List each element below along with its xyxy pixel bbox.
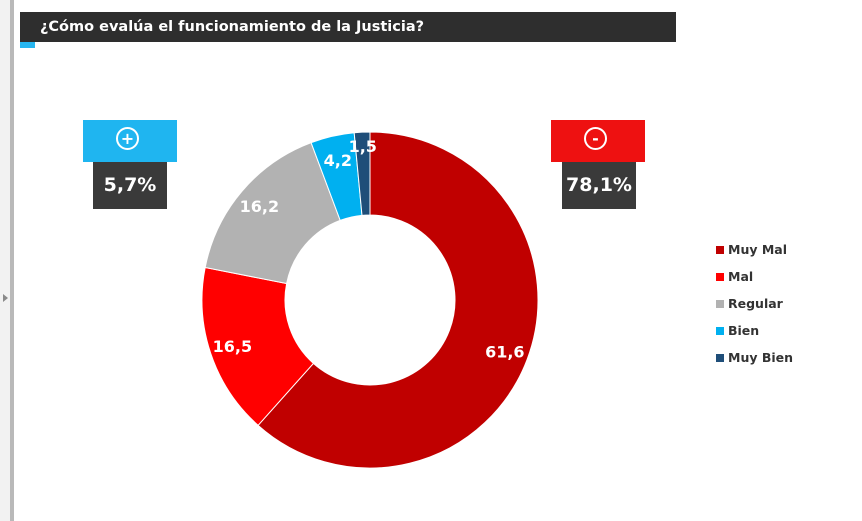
plus-icon: + [116,127,139,150]
expand-arrow-icon[interactable] [3,294,8,302]
legend-label: Regular [728,296,783,311]
legend-swatch [716,299,724,308]
legend-label: Mal [728,269,754,284]
minus-symbol: - [592,128,599,148]
chart-title: ¿Cómo evalúa el funcionamiento de la Jus… [40,19,425,35]
data-label-mal: 16,5 [213,337,252,356]
plus-symbol: + [120,128,135,148]
left-panel-rail[interactable] [0,0,14,521]
positive-total-value: 5,7% [93,162,167,209]
negative-badge: - [551,120,645,162]
chart-legend: Muy Mal Mal Regular Bien Muy Bien [716,236,793,371]
positive-badge: + [83,120,177,162]
legend-label: Muy Mal [728,242,787,257]
legend-item: Regular [716,290,793,317]
data-label-muy-bien: 1,5 [349,137,377,156]
legend-item: Bien [716,317,793,344]
legend-item: Mal [716,263,793,290]
donut-slice-muy-mal [257,131,539,469]
negative-total-value: 78,1% [562,162,636,209]
legend-swatch [716,326,724,335]
minus-icon: - [584,127,607,150]
donut-slice-mal [201,266,315,427]
title-bar: ¿Cómo evalúa el funcionamiento de la Jus… [20,12,676,42]
data-label-bien: 4,2 [324,151,352,170]
legend-swatch [716,272,724,281]
legend-item: Muy Bien [716,344,793,371]
legend-swatch [716,245,724,254]
donut-slice-muy-bien [353,131,371,216]
legend-item: Muy Mal [716,236,793,263]
data-label-muy-mal: 61,6 [485,342,524,361]
data-label-regular: 16,2 [240,197,279,216]
legend-swatch [716,353,724,362]
legend-label: Bien [728,323,760,338]
legend-label: Muy Bien [728,350,794,365]
